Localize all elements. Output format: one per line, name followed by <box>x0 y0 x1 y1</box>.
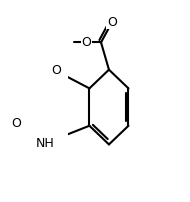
Text: O: O <box>51 64 61 77</box>
Text: O: O <box>11 117 21 130</box>
Text: O: O <box>82 36 91 49</box>
Text: O: O <box>107 16 117 29</box>
Text: NH: NH <box>36 137 54 150</box>
